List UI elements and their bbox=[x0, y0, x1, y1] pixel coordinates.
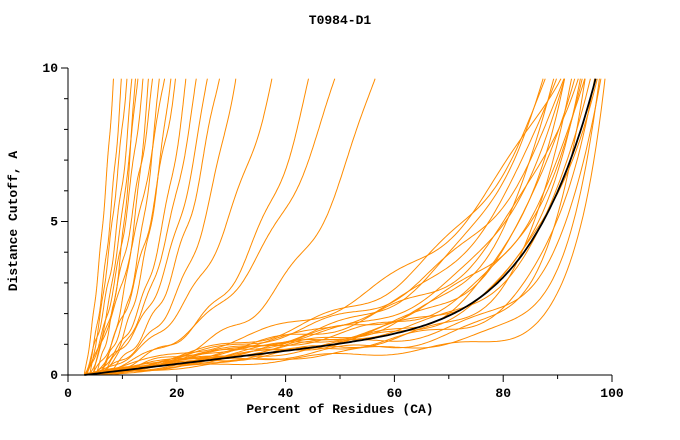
model-curve-model-17 bbox=[106, 78, 220, 376]
model-curve-model-03 bbox=[89, 78, 128, 375]
x-tick-label: 60 bbox=[387, 386, 403, 401]
model-curve-model-10 bbox=[97, 78, 160, 376]
model-curve-model-09 bbox=[89, 78, 153, 375]
y-tick-label: 0 bbox=[50, 368, 58, 383]
model-curve-model-06 bbox=[92, 78, 139, 376]
model-curve-model-36 bbox=[84, 78, 586, 375]
x-tick-label: 0 bbox=[64, 386, 72, 401]
x-tick-label: 100 bbox=[600, 386, 624, 401]
y-tick-label: 10 bbox=[42, 61, 58, 76]
model-curve-model-16 bbox=[89, 78, 208, 376]
model-curve-model-35 bbox=[92, 78, 583, 376]
model-curve-model-12 bbox=[103, 78, 172, 376]
model-curve-model-15 bbox=[100, 78, 197, 375]
model-curve-model-31 bbox=[84, 78, 572, 376]
model-curve-model-37 bbox=[95, 78, 586, 374]
model-curve-model-34 bbox=[87, 78, 581, 376]
x-tick-label: 80 bbox=[495, 386, 511, 401]
model-curve-model-19 bbox=[94, 78, 273, 375]
model-curve-model-27 bbox=[84, 78, 562, 376]
y-tick-label: 5 bbox=[50, 215, 58, 230]
x-tick-label: 40 bbox=[278, 386, 294, 401]
reference-curve bbox=[84, 78, 597, 376]
model-curve-model-07 bbox=[86, 78, 144, 375]
model-curve-model-43 bbox=[84, 78, 606, 375]
model-curve-model-29 bbox=[86, 78, 565, 375]
model-curve-model-42 bbox=[86, 78, 602, 374]
model-curve-model-14 bbox=[94, 78, 187, 374]
model-curve-model-18 bbox=[97, 78, 237, 376]
model-curve-model-20 bbox=[100, 78, 309, 374]
model-curve-model-21 bbox=[92, 78, 336, 375]
model-curve-model-40 bbox=[84, 78, 598, 376]
model-curve-model-11 bbox=[84, 78, 166, 376]
model-curve-model-01 bbox=[83, 78, 114, 375]
model-curve-model-22 bbox=[106, 78, 376, 376]
model-curve-model-04 bbox=[83, 78, 133, 376]
chart-title: T0984-D1 bbox=[308, 13, 372, 28]
model-curve-model-39 bbox=[89, 78, 596, 376]
y-axis-label: Distance Cutoff, A bbox=[6, 150, 21, 292]
model-curve-model-41 bbox=[92, 78, 600, 375]
x-axis-label: Percent of Residues (CA) bbox=[246, 402, 434, 417]
x-tick-label: 20 bbox=[169, 386, 185, 401]
model-curve-model-33 bbox=[95, 78, 579, 376]
model-curve-model-13 bbox=[92, 78, 176, 375]
